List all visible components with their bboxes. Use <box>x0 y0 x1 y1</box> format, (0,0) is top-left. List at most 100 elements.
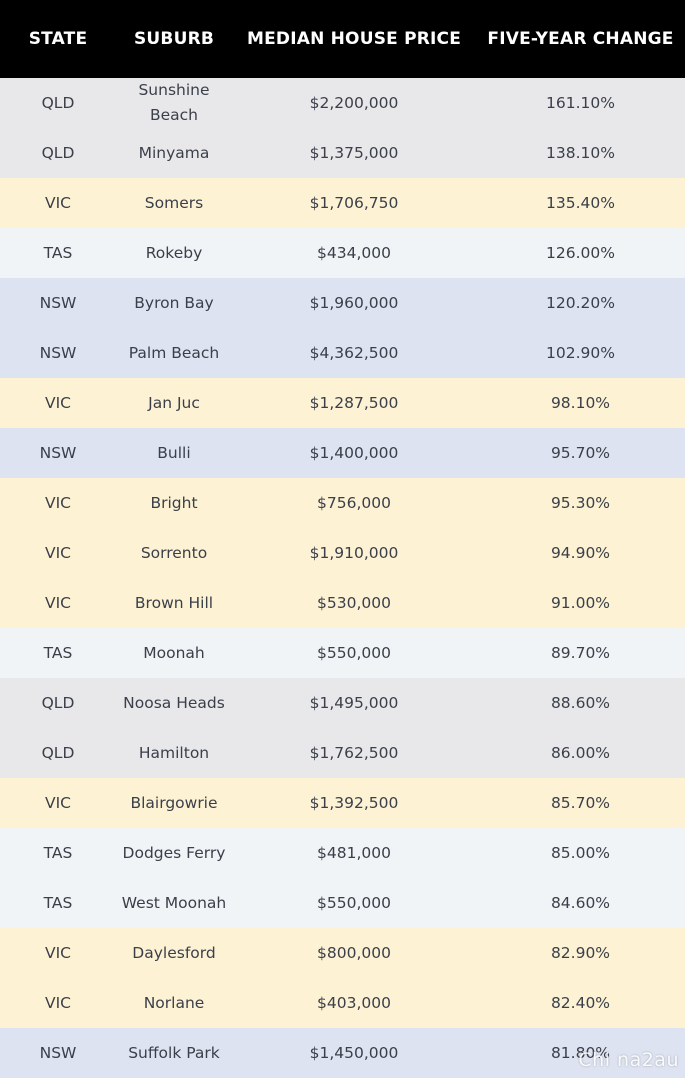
cell-five-year-change: 85.00% <box>550 844 611 862</box>
cell-suburb: Suffolk Park <box>128 1043 220 1062</box>
cell-median-price: $1,400,000 <box>309 444 399 462</box>
cell-state: NSW <box>39 444 77 462</box>
table-row: VIC Sorrento $1,910,000 94.90% <box>0 528 685 578</box>
table-row: TAS Moonah $550,000 89.70% <box>0 628 685 678</box>
cell-state: VIC <box>45 494 71 512</box>
cell-suburb: Minyama <box>138 143 210 162</box>
table-row: VIC Norlane $403,000 82.40% <box>0 978 685 1028</box>
cell-suburb: West Moonah <box>121 893 227 912</box>
table-row: QLD Sunshine Beach $2,200,000 161.10% <box>0 78 685 128</box>
cell-median-price: $1,392,500 <box>309 794 399 812</box>
cell-five-year-change: 82.90% <box>550 944 611 962</box>
cell-median-price: $481,000 <box>317 844 391 862</box>
cell-five-year-change: 88.60% <box>550 694 611 712</box>
cell-state: TAS <box>43 894 73 912</box>
cell-state: NSW <box>39 294 77 312</box>
table-row: QLD Minyama $1,375,000 138.10% <box>0 128 685 178</box>
cell-state: VIC <box>45 794 71 812</box>
cell-suburb: Blairgowrie <box>130 793 218 812</box>
cell-suburb: Moonah <box>143 643 205 662</box>
cell-median-price: $403,000 <box>317 994 391 1012</box>
cell-median-price: $2,200,000 <box>309 94 399 112</box>
cell-median-price: $1,375,000 <box>309 144 399 162</box>
cell-five-year-change: 102.90% <box>546 344 615 362</box>
header-state: STATE <box>28 29 88 49</box>
table-row: QLD Hamilton $1,762,500 86.00% <box>0 728 685 778</box>
cell-median-price: $1,495,000 <box>309 694 399 712</box>
cell-state: NSW <box>39 344 77 362</box>
table-row: TAS West Moonah $550,000 84.60% <box>0 878 685 928</box>
cell-median-price: $1,450,000 <box>309 1044 399 1062</box>
cell-state: QLD <box>41 94 75 112</box>
cell-suburb: Brown Hill <box>134 593 214 612</box>
cell-state: QLD <box>41 694 75 712</box>
cell-suburb: Dodges Ferry <box>122 843 226 862</box>
cell-five-year-change: 84.60% <box>550 894 611 912</box>
cell-state: NSW <box>39 1044 77 1062</box>
cell-median-price: $1,762,500 <box>309 744 399 762</box>
cell-state: VIC <box>45 594 71 612</box>
cell-state: TAS <box>43 644 73 662</box>
table-row: VIC Blairgowrie $1,392,500 85.70% <box>0 778 685 828</box>
cell-suburb: Jan Juc <box>148 393 200 412</box>
cell-median-price: $756,000 <box>317 494 391 512</box>
cell-median-price: $800,000 <box>317 944 391 962</box>
cell-suburb: Somers <box>144 193 204 212</box>
cell-state: QLD <box>41 144 75 162</box>
table-row: NSW Bulli $1,400,000 95.70% <box>0 428 685 478</box>
cell-suburb: Byron Bay <box>134 293 214 312</box>
cell-five-year-change: 98.10% <box>550 394 611 412</box>
table-row: QLD Noosa Heads $1,495,000 88.60% <box>0 678 685 728</box>
cell-five-year-change: 135.40% <box>546 194 615 212</box>
table-row: TAS Dodges Ferry $481,000 85.00% <box>0 828 685 878</box>
cell-suburb: Hamilton <box>138 743 210 762</box>
cell-suburb: Norlane <box>143 993 205 1012</box>
watermark: Chi na2au <box>578 1049 679 1071</box>
cell-five-year-change: 89.70% <box>550 644 611 662</box>
cell-five-year-change: 94.90% <box>550 544 611 562</box>
cell-state: VIC <box>45 994 71 1012</box>
cell-state: VIC <box>45 194 71 212</box>
table-header: STATE SUBURB MEDIAN HOUSE PRICE FIVE-YEA… <box>0 0 685 78</box>
header-median-house-price: MEDIAN HOUSE PRICE <box>246 29 462 49</box>
cell-state: VIC <box>45 544 71 562</box>
cell-median-price: $434,000 <box>317 244 391 262</box>
cell-five-year-change: 86.00% <box>550 744 611 762</box>
cell-five-year-change: 95.70% <box>550 444 611 462</box>
cell-suburb: Bulli <box>157 443 191 462</box>
cell-five-year-change: 82.40% <box>550 994 611 1012</box>
cell-median-price: $550,000 <box>317 644 391 662</box>
table-row: VIC Daylesford $800,000 82.90% <box>0 928 685 978</box>
table-row: VIC Jan Juc $1,287,500 98.10% <box>0 378 685 428</box>
header-suburb: SUBURB <box>133 28 215 49</box>
cell-five-year-change: 126.00% <box>546 244 615 262</box>
cell-median-price: $1,910,000 <box>309 544 399 562</box>
cell-state: VIC <box>45 944 71 962</box>
table-row: VIC Somers $1,706,750 135.40% <box>0 178 685 228</box>
table-row: NSW Suffolk Park $1,450,000 81.80% <box>0 1028 685 1078</box>
cell-suburb: Daylesford <box>132 943 216 962</box>
cell-five-year-change: 95.30% <box>550 494 611 512</box>
cell-five-year-change: 85.70% <box>550 794 611 812</box>
cell-suburb: Sorrento <box>140 543 208 562</box>
cell-five-year-change: 91.00% <box>550 594 611 612</box>
table-row: NSW Palm Beach $4,362,500 102.90% <box>0 328 685 378</box>
cell-suburb: Sunshine Beach <box>138 81 210 124</box>
cell-state: VIC <box>45 394 71 412</box>
table-row: NSW Byron Bay $1,960,000 120.20% <box>0 278 685 328</box>
cell-median-price: $550,000 <box>317 894 391 912</box>
table-row: VIC Brown Hill $530,000 91.00% <box>0 578 685 628</box>
cell-state: QLD <box>41 744 75 762</box>
cell-five-year-change: 138.10% <box>546 144 615 162</box>
cell-median-price: $4,362,500 <box>309 344 399 362</box>
cell-five-year-change: 81.80% <box>550 1044 611 1062</box>
cell-median-price: $1,960,000 <box>309 294 399 312</box>
cell-median-price: $1,287,500 <box>309 394 399 412</box>
cell-state: TAS <box>43 844 73 862</box>
table-row: TAS Rokeby $434,000 126.00% <box>0 228 685 278</box>
cell-median-price: $1,706,750 <box>309 194 399 212</box>
cell-five-year-change: 120.20% <box>546 294 615 312</box>
cell-five-year-change: 161.10% <box>546 94 615 112</box>
table-body: QLD Sunshine Beach $2,200,000 161.10% QLD Min… <box>0 78 685 1078</box>
